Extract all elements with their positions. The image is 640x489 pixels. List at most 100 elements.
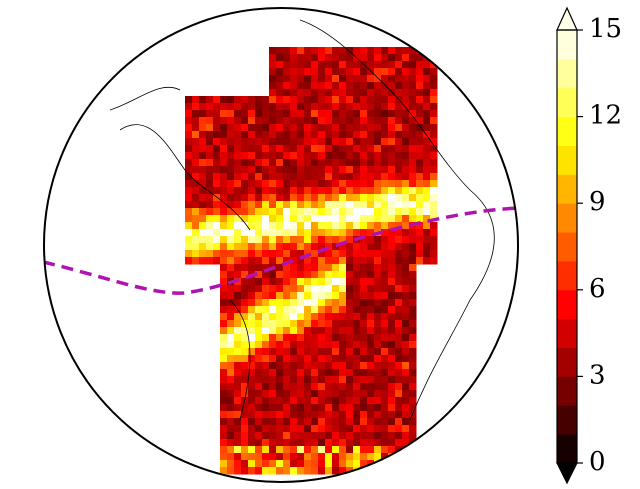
heatmap-cell [192,152,200,160]
heatmap-cell [269,355,277,363]
heatmap-cell [402,124,410,132]
heatmap-cell [388,75,396,83]
heatmap-cell [325,264,333,272]
heatmap-cell [262,96,270,104]
heatmap-cell [297,124,305,132]
heatmap-cell [346,341,354,349]
heatmap-cell [269,222,277,230]
heatmap-cell [318,348,326,356]
heatmap-cell [423,201,431,209]
heatmap-cell [374,96,382,104]
heatmap-cell [304,299,312,307]
heatmap-cell [304,418,312,426]
heatmap-cell [262,348,270,356]
heatmap-cell [360,166,368,174]
heatmap-cell [395,138,403,146]
heatmap-cell [318,425,326,433]
heatmap-cell [199,243,207,251]
heatmap-cell [332,89,340,97]
heatmap-cell [381,306,389,314]
heatmap-cell [430,180,438,188]
heatmap-cell [311,229,319,237]
heatmap-cell [381,348,389,356]
heatmap-cell [227,390,235,398]
heatmap-cell [416,229,424,237]
heatmap-cell [234,166,242,174]
heatmap-cell [206,152,214,160]
heatmap-cell [332,173,340,181]
heatmap-cell [416,215,424,223]
heatmap-cell [311,124,319,132]
heatmap-cell [297,467,305,475]
heatmap-cell [388,397,396,405]
heatmap-cell [388,145,396,153]
heatmap-cell [409,166,417,174]
heatmap-cell [269,369,277,377]
heatmap-cell [332,152,340,160]
heatmap-cell [416,124,424,132]
heatmap-cell [402,138,410,146]
heatmap-cell [346,117,354,125]
heatmap-cell [255,467,263,475]
heatmap-cell [304,201,312,209]
heatmap-cell [311,138,319,146]
heatmap-cell [269,432,277,440]
heatmap-cell [332,236,340,244]
heatmap-cell [430,89,438,97]
heatmap-cell [276,54,284,62]
heatmap-cell [255,138,263,146]
heatmap-cell [430,75,438,83]
heatmap-cell [290,61,298,69]
heatmap-cell [325,208,333,216]
heatmap-cell [409,376,417,384]
heatmap-cell [269,376,277,384]
heatmap-cell [388,257,396,265]
heatmap-cell [269,173,277,181]
heatmap-cell [395,152,403,160]
heatmap-cell [388,341,396,349]
heatmap-cell [346,334,354,342]
heatmap-cell [234,390,242,398]
heatmap [185,47,438,475]
heatmap-cell [332,264,340,272]
heatmap-cell [388,243,396,251]
heatmap-cell [290,96,298,104]
heatmap-cell [199,145,207,153]
heatmap-cell [388,292,396,300]
heatmap-cell [297,271,305,279]
heatmap-cell [381,439,389,447]
heatmap-cell [297,61,305,69]
heatmap-cell [367,278,375,286]
heatmap-cell [388,306,396,314]
heatmap-cell [255,208,263,216]
heatmap-cell [381,103,389,111]
heatmap-cell [269,145,277,153]
heatmap-cell [276,467,284,475]
heatmap-cell [227,229,235,237]
heatmap-cell [367,103,375,111]
heatmap-cell [311,194,319,202]
heatmap-cell [269,334,277,342]
heatmap-cell [325,348,333,356]
heatmap-cell [220,348,228,356]
heatmap-cell [206,117,214,125]
heatmap-cell [409,208,417,216]
heatmap-cell [339,411,347,419]
heatmap-cell [304,327,312,335]
heatmap-cell [318,278,326,286]
heatmap-cell [367,75,375,83]
heatmap-cell [388,432,396,440]
heatmap-cell [367,229,375,237]
heatmap-cell [255,124,263,132]
heatmap-cell [290,131,298,139]
heatmap-cell [346,236,354,244]
heatmap-cell [318,383,326,391]
heatmap-cell [206,166,214,174]
heatmap-cell [416,138,424,146]
heatmap-cell [374,355,382,363]
heatmap-cell [325,299,333,307]
heatmap-cell [318,110,326,118]
heatmap-cell [255,236,263,244]
heatmap-cell [220,306,228,314]
